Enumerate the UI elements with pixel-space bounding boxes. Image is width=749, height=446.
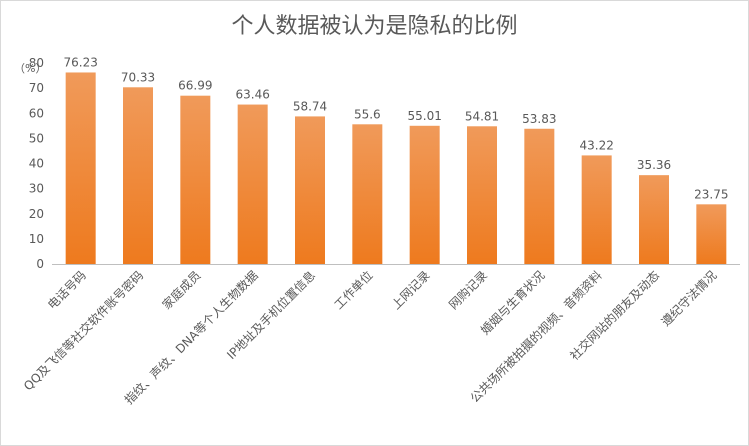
y-tick-label: 20 [29,207,44,221]
bar [123,87,153,265]
y-tick-label: 70 [29,81,44,95]
chart-title: 个人数据被认为是隐私的比例 [231,14,518,39]
bar [409,125,440,264]
y-tick-label: 0 [36,257,44,271]
x-tick-label: 网购记录 [446,268,491,313]
bar-value-label: 70.33 [121,70,155,84]
bar-value-label: 53.83 [522,112,556,126]
bar [180,95,211,264]
y-tick-label: 50 [29,131,44,145]
bar-value-label: 43.22 [579,138,613,152]
y-tick-label: 10 [29,232,44,246]
y-tick-label: 60 [29,106,44,120]
bar [295,116,325,265]
x-tick-label: 工作单位 [331,268,376,313]
bar [639,175,669,264]
y-axis: 0 10 20 30 40 50 60 70 80 [29,56,44,271]
x-tick-label: 上网记录 [389,268,433,312]
x-tick-label: 遵纪守法情况 [658,268,720,330]
bar [696,204,727,264]
bar [65,72,96,264]
bar-value-label: 54.81 [465,109,499,123]
bar [467,126,497,264]
x-tick-label: QQ及飞信等社交软件账号密码 [20,268,146,394]
bar-value-label: 63.46 [235,88,269,102]
bar-value-label: 35.36 [637,158,671,172]
x-tick-label: 电话号码 [45,268,89,312]
bar-value-label: 55.01 [407,109,441,123]
bar [237,104,268,264]
bar-value-label: 66.99 [178,79,212,93]
bars: 76.23 70.33 66.99 63.46 58.74 55.6 55.01 54.81 5… [63,55,729,265]
x-tick-label: 家庭成员 [159,268,204,313]
y-tick-label: 40 [29,157,44,171]
bar [524,128,555,264]
y-tick-label: 80 [29,56,44,70]
bar [352,124,383,265]
bar-value-label: 76.23 [63,55,97,69]
bar-value-label: 58.74 [293,99,327,113]
bar-value-label: 55.6 [354,107,381,121]
y-tick-label: 30 [29,182,44,196]
bar [581,155,612,264]
bar-value-label: 23.75 [694,187,728,201]
